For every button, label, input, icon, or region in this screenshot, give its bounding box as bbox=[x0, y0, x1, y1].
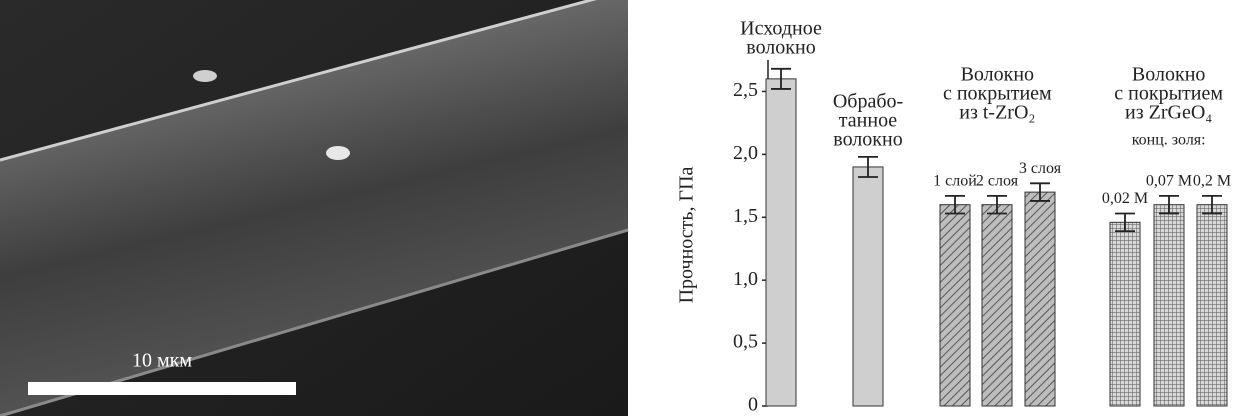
y-tick-label: 1,5 bbox=[733, 205, 758, 227]
bar-label: 0,07 М bbox=[1146, 173, 1192, 190]
group-label: из t-ZrO₂ bbox=[959, 102, 1035, 124]
y-tick-label: 2,0 bbox=[733, 142, 758, 164]
bar-label: 0,2 М bbox=[1193, 173, 1231, 190]
bar bbox=[1025, 192, 1055, 406]
figure: 10 мкм Прочность, ГПа 00,51,01,52,02,5Ис… bbox=[0, 0, 1244, 416]
y-tick-label: 0,5 bbox=[733, 331, 758, 353]
scale-bar bbox=[28, 382, 296, 395]
group-label: волокно bbox=[833, 129, 902, 151]
y-tick-label: 1,0 bbox=[733, 268, 758, 290]
sem-image: 10 мкм bbox=[0, 0, 628, 416]
bar bbox=[766, 79, 796, 406]
bar-label: 0,02 М bbox=[1102, 190, 1148, 207]
bar bbox=[1154, 205, 1184, 406]
group-label: из ZrGeO₄ bbox=[1125, 102, 1212, 124]
bar bbox=[982, 205, 1012, 406]
page: 10 мкм Прочность, ГПа 00,51,01,52,02,5Ис… bbox=[0, 0, 1244, 416]
bar-label: 3 слоя bbox=[1019, 160, 1062, 177]
bar-label: 2 слоя bbox=[976, 173, 1019, 190]
bar-label: 1 слой bbox=[933, 173, 977, 190]
bar bbox=[940, 205, 970, 406]
y-tick-label: 0 bbox=[748, 394, 758, 416]
group-note: конц. золя: bbox=[1132, 132, 1206, 149]
bar bbox=[1197, 205, 1227, 406]
group-label: волокно bbox=[746, 37, 815, 59]
bar bbox=[853, 167, 883, 406]
chart: Прочность, ГПа 00,51,01,52,02,5Исходноев… bbox=[676, 18, 1232, 416]
y-tick-label: 2,5 bbox=[733, 79, 758, 101]
y-axis-label: Прочность, ГПа bbox=[676, 166, 698, 303]
bar bbox=[1110, 222, 1140, 406]
scale-bar-label: 10 мкм bbox=[132, 350, 192, 372]
